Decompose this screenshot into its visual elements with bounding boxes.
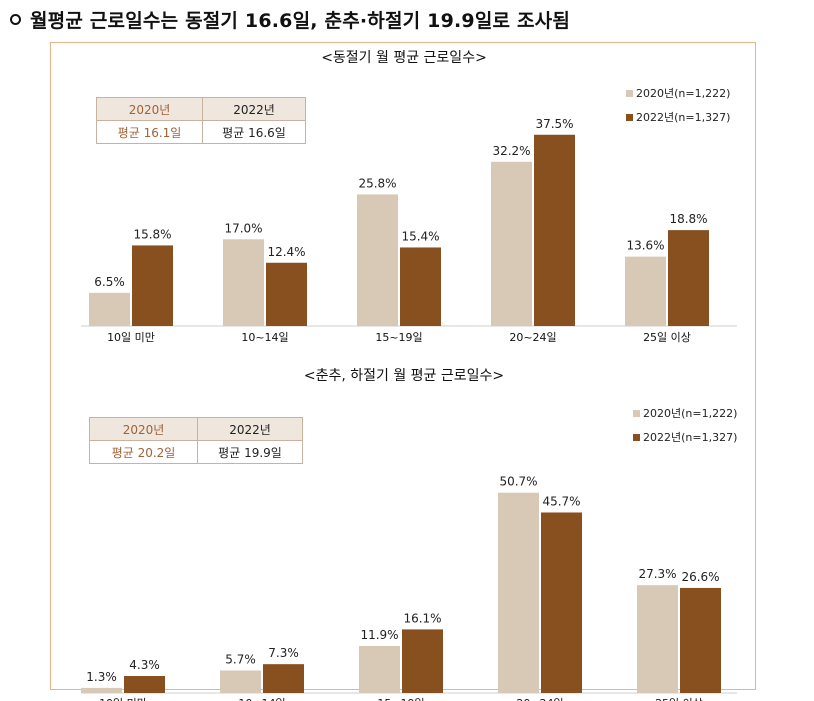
bar-2022	[266, 262, 307, 326]
x-tick-label: 10일 미만	[107, 330, 155, 344]
bar-2020	[357, 194, 398, 326]
bar-2022	[132, 245, 173, 326]
table-avg-2022: 평균 19.9일	[197, 440, 303, 464]
bar-2022	[263, 664, 304, 693]
data-label: 50.7%	[499, 475, 537, 489]
data-label: 27.3%	[638, 567, 676, 581]
circle-bullet-icon	[10, 13, 21, 25]
winter-chart: <동절기 월 평균 근로일수> 2020년 2022년 평균 16.1일 평균 …	[51, 43, 757, 363]
x-tick-label: 25일 이상	[643, 330, 691, 344]
legend-item-2022: 2022년(n=1,327)	[626, 105, 730, 129]
table-year-2020: 2020년	[96, 97, 203, 121]
legend-swatch-2022	[633, 433, 640, 441]
bar-2022	[668, 230, 709, 326]
bar-2020	[223, 239, 264, 326]
data-label: 32.2%	[492, 144, 530, 158]
bar-2020	[498, 492, 539, 693]
bar-2020	[89, 292, 130, 326]
bar-2020	[637, 585, 678, 693]
bar-2022	[680, 587, 721, 693]
table-year-2022: 2022년	[202, 97, 306, 121]
bar-2022	[124, 676, 165, 693]
x-tick-label: 15~19일	[377, 696, 424, 701]
data-label: 5.7%	[225, 652, 256, 666]
legend-swatch-2020	[633, 409, 640, 417]
legend-label-2020: 2020년(n=1,222)	[636, 87, 731, 100]
bar-2020	[220, 670, 261, 693]
data-label: 4.3%	[129, 658, 160, 672]
x-tick-label: 20~24일	[516, 696, 563, 701]
data-label: 37.5%	[535, 117, 573, 131]
legend-item-2020: 2020년(n=1,222)	[626, 81, 730, 105]
average-table: 2020년 2022년 평균 16.1일 평균 16.6일	[96, 97, 306, 144]
legend-label-2020: 2020년(n=1,222)	[643, 407, 738, 420]
table-year-2022: 2022년	[197, 417, 303, 441]
x-tick-label: 15~19일	[375, 330, 422, 344]
legend-item-2020: 2020년(n=1,222)	[633, 401, 737, 425]
bar-plot: 6.5% 15.8% 10일 미만 17.0% 12.4% 10~14일 25.8% 15.4…	[81, 117, 737, 344]
average-table: 2020년 2022년 평균 20.2일 평균 19.9일	[89, 417, 303, 464]
spring-summer-chart: <춘추, 하절기 월 평균 근로일수> 2020년 2022년 평균 20.2일…	[51, 361, 757, 701]
table-avg-2022: 평균 16.6일	[202, 120, 306, 144]
bar-2022	[534, 134, 575, 326]
legend: 2020년(n=1,222) 2022년(n=1,327)	[633, 401, 737, 449]
chart-title: <춘추, 하절기 월 평균 근로일수>	[303, 368, 505, 384]
data-label: 18.8%	[669, 212, 707, 226]
x-tick-label: 10~14일	[241, 330, 288, 344]
bar-2022	[541, 512, 582, 693]
legend-label-2022: 2022년(n=1,327)	[636, 111, 731, 124]
legend: 2020년(n=1,222) 2022년(n=1,327)	[626, 81, 730, 129]
data-label: 25.8%	[358, 176, 396, 190]
data-label: 7.3%	[268, 646, 299, 660]
chart-title: <동절기 월 평균 근로일수>	[321, 50, 487, 66]
bar-plot: 1.3% 4.3% 10일 미만 5.7% 7.3% 10~14일 11.9% 16.1% 15…	[81, 475, 737, 701]
data-label: 26.6%	[681, 570, 719, 584]
data-label: 1.3%	[86, 670, 117, 684]
legend-swatch-2022	[626, 113, 633, 121]
data-label: 15.8%	[133, 227, 171, 241]
data-label: 17.0%	[224, 221, 262, 235]
x-tick-label: 20~24일	[509, 330, 556, 344]
data-label: 12.4%	[267, 245, 305, 259]
x-tick-label: 10~14일	[238, 696, 285, 701]
data-label: 6.5%	[94, 275, 125, 289]
data-label: 16.1%	[403, 611, 441, 625]
bar-2022	[400, 247, 441, 326]
legend-label-2022: 2022년(n=1,327)	[643, 431, 738, 444]
bar-2020	[625, 256, 666, 326]
x-tick-label: 10일 미만	[99, 696, 147, 701]
data-label: 15.4%	[401, 229, 439, 243]
data-label: 13.6%	[626, 239, 664, 253]
data-label: 11.9%	[360, 628, 398, 642]
legend-swatch-2020	[626, 89, 633, 97]
bar-2022	[402, 629, 443, 693]
chart-frame: <동절기 월 평균 근로일수> 2020년 2022년 평균 16.1일 평균 …	[50, 42, 757, 701]
headline-text: 월평균 근로일수는 동절기 16.6일, 춘추·하절기 19.9일로 조사됨	[30, 9, 571, 32]
bar-2020	[491, 161, 532, 326]
table-avg-2020: 평균 20.2일	[89, 440, 198, 464]
bar-2020	[359, 645, 400, 693]
data-label: 45.7%	[542, 494, 580, 508]
x-tick-label: 25일 이상	[655, 696, 703, 701]
headline: 월평균 근로일수는 동절기 16.6일, 춘추·하절기 19.9일로 조사됨	[10, 4, 570, 34]
bar-2020	[81, 687, 122, 693]
legend-item-2022: 2022년(n=1,327)	[633, 425, 737, 449]
